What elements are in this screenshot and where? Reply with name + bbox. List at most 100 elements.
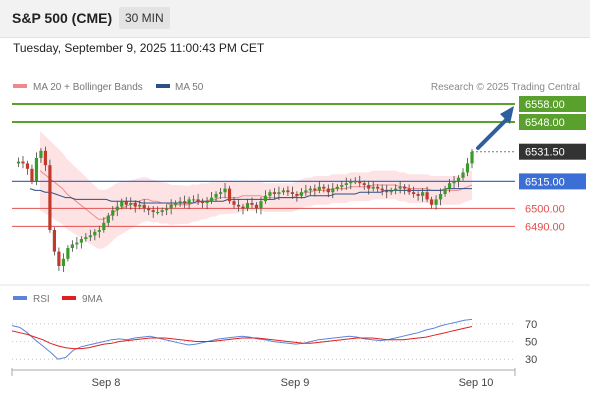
candle-body xyxy=(79,239,83,243)
candle-body xyxy=(52,230,57,252)
candle-body xyxy=(389,190,393,193)
candle-body xyxy=(313,188,317,191)
candle-body xyxy=(344,183,348,185)
ma50-legend-swatch xyxy=(156,84,170,88)
candle-body xyxy=(93,231,97,236)
candle-body xyxy=(75,242,79,245)
candle-body xyxy=(272,192,277,194)
candle-body xyxy=(25,163,30,169)
x-tick-label: Sep 10 xyxy=(459,377,494,389)
candle-body xyxy=(84,237,88,239)
bollinger-legend-swatch xyxy=(13,84,27,88)
rsi-legend-label: RSI xyxy=(33,294,50,305)
support-label: 6500.00 xyxy=(525,203,565,215)
candle-body xyxy=(129,203,133,205)
candle-body xyxy=(227,188,232,202)
source-label: Research © 2025 Trading Central xyxy=(431,82,580,93)
candle-body xyxy=(299,192,303,196)
candle-body xyxy=(214,194,218,198)
ma50-line xyxy=(29,188,472,204)
candle-body xyxy=(398,186,402,189)
candle-body xyxy=(452,181,456,184)
candle-body xyxy=(192,199,196,201)
bollinger-legend-label: MA 20 + Bollinger Bands xyxy=(33,82,143,93)
x-tick-label: Sep 9 xyxy=(281,377,310,389)
candle-body xyxy=(245,203,250,209)
candle-body xyxy=(268,192,272,196)
candle-body xyxy=(241,206,245,209)
candle-body xyxy=(425,192,429,200)
candle-body xyxy=(438,194,443,200)
candle-body xyxy=(120,201,124,207)
candle-body xyxy=(362,183,366,185)
timeframe-button[interactable]: 30 MIN xyxy=(119,7,170,29)
candle-body xyxy=(70,244,74,248)
current-label: 6531.50 xyxy=(525,147,565,159)
pivot-label-bg xyxy=(519,173,586,190)
candle-body xyxy=(205,201,209,203)
candle-body xyxy=(456,177,461,182)
rsi-tick-label: 70 xyxy=(525,319,537,331)
candle-body xyxy=(340,185,344,187)
candle-body xyxy=(443,188,447,194)
candle-body xyxy=(434,199,438,205)
candle-body xyxy=(57,251,61,266)
rsi-tick-label: 30 xyxy=(525,354,537,366)
candle-body xyxy=(286,190,290,193)
candle-body xyxy=(380,188,384,191)
candle-body xyxy=(412,192,416,194)
candle-body xyxy=(169,204,173,209)
candle-body xyxy=(88,235,92,238)
rsi-legend-swatch xyxy=(13,296,27,300)
candle-body xyxy=(16,161,21,164)
candle-body xyxy=(263,195,268,202)
candle-body xyxy=(461,172,465,178)
candle-body xyxy=(133,203,137,207)
candle-body xyxy=(407,188,411,193)
candle-body xyxy=(277,192,281,194)
candle-body xyxy=(43,150,48,166)
candle-body xyxy=(385,190,389,193)
candle-body xyxy=(174,203,178,205)
candle-body xyxy=(156,212,160,213)
candle-body xyxy=(331,188,335,193)
chart-header: S&P 500 (CME) 30 MIN xyxy=(0,0,590,38)
candle-body xyxy=(349,181,353,184)
candle-body xyxy=(254,204,259,209)
candle-body xyxy=(250,203,254,205)
candle-body xyxy=(335,186,339,189)
candle-body xyxy=(111,210,115,216)
candle-body xyxy=(416,194,420,196)
candle-body xyxy=(353,181,357,183)
candle-body xyxy=(371,186,375,189)
resistance-label: 6558.00 xyxy=(525,99,565,111)
candle-body xyxy=(376,186,380,189)
bollinger-band-area xyxy=(40,131,472,249)
candle-body xyxy=(322,186,326,189)
candle-body xyxy=(187,199,191,203)
candle-body xyxy=(421,192,425,196)
candle-body xyxy=(178,201,182,203)
candle-body xyxy=(200,201,205,203)
candle-body xyxy=(142,204,146,209)
candle-body xyxy=(147,208,151,211)
candle-body xyxy=(21,161,25,164)
candle-body xyxy=(209,197,214,202)
candle-body xyxy=(317,186,321,191)
candle-body xyxy=(447,183,452,189)
forecast-arrow-shaft xyxy=(476,118,508,150)
candle-body xyxy=(259,201,263,209)
candle-body xyxy=(429,199,434,205)
candle-body xyxy=(295,194,299,196)
candle-body xyxy=(308,188,312,191)
candle-body xyxy=(358,181,362,184)
rsi-ma-legend-label: 9MA xyxy=(82,294,103,305)
pivot-label: 6515.00 xyxy=(525,176,565,188)
candle-body xyxy=(223,188,227,193)
candle-body xyxy=(106,215,110,223)
candle-body xyxy=(281,190,286,193)
candle-body xyxy=(290,192,294,194)
ma50-legend-label: MA 50 xyxy=(175,82,204,93)
candle-body xyxy=(97,230,101,232)
